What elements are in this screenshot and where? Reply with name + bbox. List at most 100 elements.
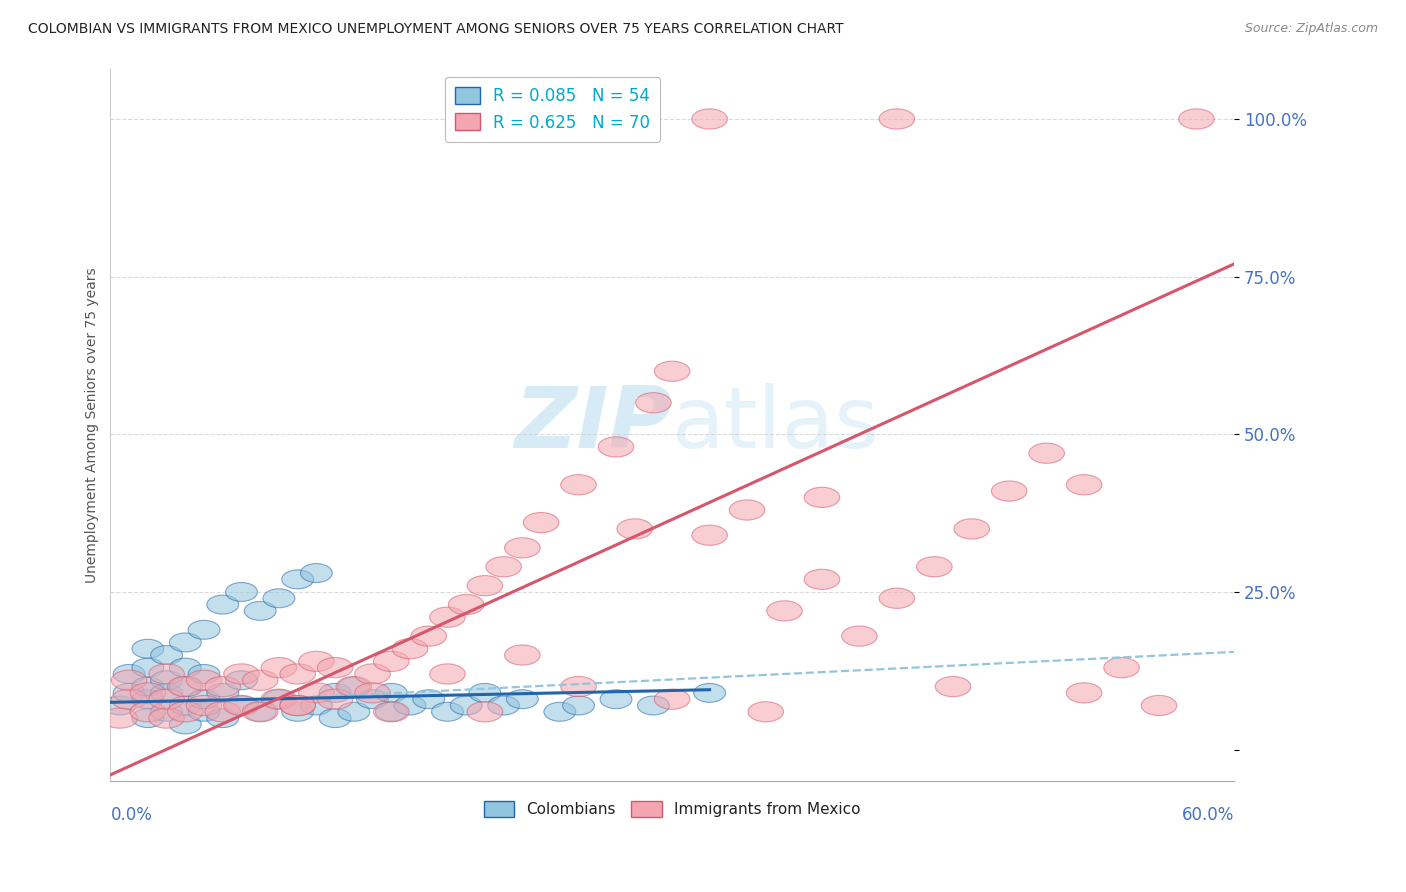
- Y-axis label: Unemployment Among Seniors over 75 years: Unemployment Among Seniors over 75 years: [86, 267, 100, 582]
- Ellipse shape: [879, 109, 915, 129]
- Ellipse shape: [430, 664, 465, 684]
- Ellipse shape: [354, 664, 391, 684]
- Ellipse shape: [150, 683, 183, 702]
- Ellipse shape: [225, 671, 257, 690]
- Ellipse shape: [654, 690, 690, 709]
- Ellipse shape: [598, 437, 634, 457]
- Ellipse shape: [1066, 682, 1102, 703]
- Ellipse shape: [394, 696, 426, 715]
- Ellipse shape: [186, 670, 222, 690]
- Ellipse shape: [114, 665, 145, 683]
- Ellipse shape: [149, 690, 184, 709]
- Ellipse shape: [298, 651, 335, 672]
- Ellipse shape: [1104, 657, 1139, 678]
- Ellipse shape: [301, 696, 332, 715]
- Ellipse shape: [505, 538, 540, 558]
- Ellipse shape: [432, 702, 464, 722]
- Ellipse shape: [205, 676, 240, 697]
- Ellipse shape: [188, 620, 219, 640]
- Ellipse shape: [561, 676, 596, 697]
- Ellipse shape: [149, 708, 184, 728]
- Ellipse shape: [188, 702, 219, 722]
- Ellipse shape: [262, 690, 297, 709]
- Ellipse shape: [375, 702, 408, 722]
- Ellipse shape: [111, 690, 146, 709]
- Ellipse shape: [804, 487, 839, 508]
- Text: Source: ZipAtlas.com: Source: ZipAtlas.com: [1244, 22, 1378, 36]
- Ellipse shape: [692, 525, 727, 545]
- Ellipse shape: [617, 519, 652, 539]
- Ellipse shape: [562, 696, 595, 715]
- Ellipse shape: [637, 696, 669, 715]
- Ellipse shape: [430, 607, 465, 627]
- Ellipse shape: [111, 670, 146, 690]
- Ellipse shape: [207, 595, 239, 614]
- Ellipse shape: [561, 475, 596, 495]
- Ellipse shape: [132, 677, 163, 696]
- Ellipse shape: [150, 646, 183, 665]
- Ellipse shape: [450, 696, 482, 715]
- Ellipse shape: [132, 708, 163, 728]
- Text: atlas: atlas: [672, 384, 880, 467]
- Ellipse shape: [467, 702, 503, 722]
- Ellipse shape: [205, 702, 240, 722]
- Ellipse shape: [298, 682, 335, 703]
- Ellipse shape: [467, 575, 503, 596]
- Ellipse shape: [374, 702, 409, 722]
- Legend: Colombians, Immigrants from Mexico: Colombians, Immigrants from Mexico: [478, 795, 866, 823]
- Ellipse shape: [262, 657, 297, 678]
- Ellipse shape: [544, 702, 575, 722]
- Ellipse shape: [167, 676, 202, 697]
- Ellipse shape: [917, 557, 952, 577]
- Ellipse shape: [132, 640, 163, 658]
- Ellipse shape: [354, 682, 391, 703]
- Ellipse shape: [263, 690, 295, 708]
- Ellipse shape: [242, 702, 278, 722]
- Ellipse shape: [506, 690, 538, 708]
- Ellipse shape: [169, 658, 201, 677]
- Ellipse shape: [692, 109, 727, 129]
- Text: COLOMBIAN VS IMMIGRANTS FROM MEXICO UNEMPLOYMENT AMONG SENIORS OVER 75 YEARS COR: COLOMBIAN VS IMMIGRANTS FROM MEXICO UNEM…: [28, 22, 844, 37]
- Ellipse shape: [636, 392, 671, 413]
- Ellipse shape: [842, 626, 877, 646]
- Ellipse shape: [730, 500, 765, 520]
- Ellipse shape: [169, 696, 201, 715]
- Ellipse shape: [150, 702, 183, 722]
- Ellipse shape: [132, 658, 163, 677]
- Ellipse shape: [280, 664, 315, 684]
- Ellipse shape: [337, 677, 370, 696]
- Ellipse shape: [245, 601, 276, 620]
- Ellipse shape: [411, 626, 447, 646]
- Ellipse shape: [169, 715, 201, 734]
- Ellipse shape: [1029, 443, 1064, 463]
- Ellipse shape: [224, 664, 259, 684]
- Ellipse shape: [188, 690, 219, 708]
- Ellipse shape: [263, 589, 295, 607]
- Ellipse shape: [207, 708, 239, 728]
- Ellipse shape: [169, 677, 201, 696]
- Ellipse shape: [242, 670, 278, 690]
- Ellipse shape: [301, 564, 332, 582]
- Ellipse shape: [488, 696, 520, 715]
- Ellipse shape: [319, 708, 352, 728]
- Ellipse shape: [449, 594, 484, 615]
- Ellipse shape: [149, 664, 184, 684]
- Ellipse shape: [337, 702, 370, 722]
- Ellipse shape: [1178, 109, 1215, 129]
- Ellipse shape: [169, 633, 201, 652]
- Text: 60.0%: 60.0%: [1181, 806, 1234, 824]
- Ellipse shape: [392, 639, 427, 659]
- Ellipse shape: [486, 557, 522, 577]
- Ellipse shape: [470, 683, 501, 702]
- Ellipse shape: [1142, 696, 1177, 715]
- Ellipse shape: [318, 657, 353, 678]
- Ellipse shape: [225, 696, 257, 715]
- Ellipse shape: [131, 702, 166, 722]
- Ellipse shape: [318, 690, 353, 709]
- Ellipse shape: [654, 361, 690, 381]
- Ellipse shape: [225, 582, 257, 601]
- Ellipse shape: [131, 682, 166, 703]
- Ellipse shape: [245, 702, 276, 722]
- Ellipse shape: [336, 676, 371, 697]
- Ellipse shape: [1066, 475, 1102, 495]
